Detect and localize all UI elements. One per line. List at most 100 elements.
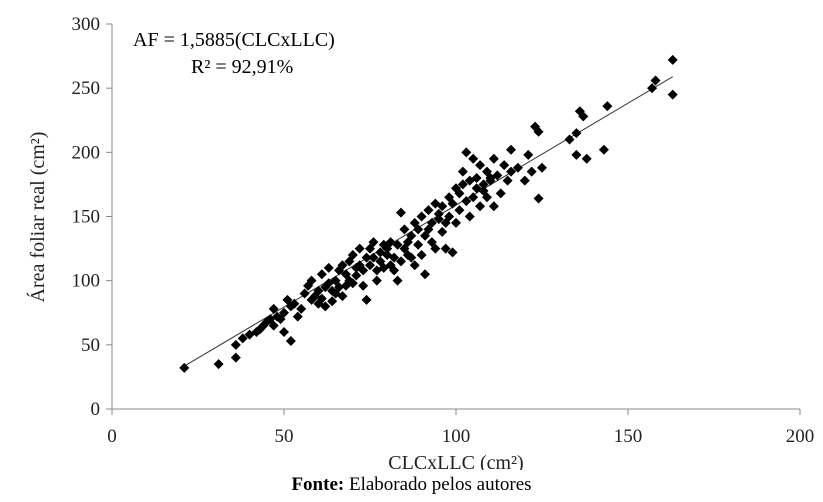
caption-label: Fonte: (291, 474, 345, 495)
data-point (423, 205, 434, 216)
x-tick-label: 50 (275, 426, 294, 447)
r-squared-label: R² = 92,91% (191, 56, 293, 78)
data-point (506, 144, 517, 155)
x-axis-title: CLCxLLC (cm²) (388, 452, 523, 470)
data-point (371, 275, 382, 286)
data-point (478, 179, 489, 190)
data-point (292, 311, 303, 322)
data-point (457, 179, 468, 190)
data-point (481, 192, 492, 203)
data-point (454, 188, 465, 199)
data-point (289, 298, 300, 309)
data-point (361, 252, 372, 263)
trendline (180, 76, 673, 369)
data-point (430, 243, 441, 254)
data-point (492, 170, 503, 181)
data-point (571, 128, 582, 139)
data-point (468, 192, 479, 203)
data-point (444, 211, 455, 222)
scatter-chart: 0 50 100 150 200 0 50 100 150 200 250 300 AF = 1,58… (26, 14, 814, 470)
data-point (354, 243, 365, 254)
data-point (667, 89, 678, 100)
data-point (237, 333, 248, 344)
data-point (179, 362, 190, 373)
data-point (475, 160, 486, 171)
data-point (347, 250, 358, 260)
data-point (447, 247, 458, 258)
data-point (395, 256, 406, 267)
y-tick-label: 50 (81, 335, 100, 356)
data-point (361, 294, 372, 305)
data-point (457, 166, 468, 177)
data-point (523, 149, 534, 160)
data-point (334, 282, 345, 293)
data-point (426, 217, 437, 228)
data-point (602, 101, 613, 112)
data-point (647, 83, 658, 94)
data-point (268, 320, 279, 331)
data-point (347, 278, 358, 289)
data-point (433, 208, 444, 219)
data-point (502, 175, 513, 186)
data-point (296, 303, 307, 314)
data-point (395, 207, 406, 218)
data-point (279, 307, 289, 318)
data-point (437, 226, 448, 237)
data-point (368, 252, 379, 263)
data-point (320, 301, 331, 312)
data-point (306, 275, 317, 286)
data-point (316, 293, 327, 304)
data-point (389, 252, 400, 263)
data-point (337, 291, 348, 302)
y-tick-label: 250 (72, 78, 101, 99)
data-point (323, 262, 334, 273)
data-point (650, 75, 661, 86)
data-point (468, 153, 479, 164)
data-point (447, 198, 458, 209)
data-point (461, 196, 472, 207)
data-point (337, 260, 348, 271)
data-point (392, 275, 403, 286)
data-point (316, 269, 327, 280)
data-point (358, 265, 369, 276)
data-point (230, 339, 241, 350)
data-point (454, 205, 465, 216)
data-point (437, 201, 448, 212)
data-point (667, 54, 678, 65)
data-points (179, 54, 678, 373)
data-point (392, 239, 403, 250)
data-point (230, 352, 241, 363)
data-point (358, 280, 369, 291)
data-point (581, 153, 592, 164)
data-point (416, 211, 427, 222)
y-tick-label: 150 (72, 207, 101, 228)
data-point (488, 201, 499, 212)
data-point (313, 285, 324, 296)
data-point (351, 270, 362, 281)
data-point (526, 166, 537, 177)
data-point (279, 327, 289, 337)
data-point (495, 188, 506, 199)
x-tick-label: 0 (107, 426, 117, 447)
data-point (413, 224, 424, 235)
data-point (368, 237, 379, 248)
x-tick-label: 100 (442, 426, 471, 447)
data-point (285, 335, 296, 346)
data-point (299, 288, 310, 299)
data-point (440, 243, 451, 254)
data-point (327, 296, 338, 307)
data-point (464, 211, 475, 222)
data-point (461, 147, 472, 158)
data-point (420, 269, 431, 280)
data-point (409, 260, 420, 271)
data-point (488, 153, 499, 164)
data-point (533, 193, 544, 204)
y-tick-label: 0 (91, 399, 101, 420)
data-point (399, 224, 410, 235)
data-point (451, 217, 461, 228)
data-point (499, 160, 510, 171)
y-tick-label: 200 (72, 142, 101, 163)
data-point (213, 359, 224, 370)
data-point (578, 111, 589, 122)
data-point (413, 239, 424, 250)
